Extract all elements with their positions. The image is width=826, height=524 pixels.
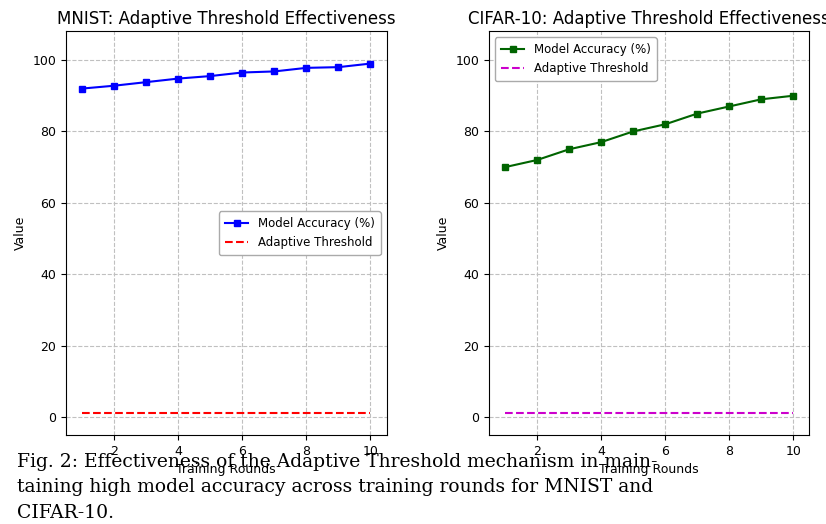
Model Accuracy (%) xyxy=(109,83,119,89)
Model Accuracy (%) xyxy=(660,121,670,127)
Model Accuracy (%) xyxy=(77,85,87,92)
Adaptive Threshold xyxy=(596,410,606,417)
Adaptive Threshold xyxy=(724,410,734,417)
Adaptive Threshold xyxy=(77,410,87,417)
Model Accuracy (%) xyxy=(366,60,376,67)
Y-axis label: Value: Value xyxy=(437,216,450,250)
Model Accuracy (%) xyxy=(596,139,606,145)
Model Accuracy (%) xyxy=(629,128,638,135)
Adaptive Threshold xyxy=(269,410,279,417)
Adaptive Threshold xyxy=(141,410,151,417)
Adaptive Threshold xyxy=(500,410,510,417)
Model Accuracy (%) xyxy=(141,79,151,85)
Model Accuracy (%) xyxy=(173,75,183,82)
Model Accuracy (%) xyxy=(269,68,279,74)
Model Accuracy (%) xyxy=(757,96,767,102)
Model Accuracy (%) xyxy=(564,146,574,152)
Adaptive Threshold xyxy=(237,410,247,417)
Title: MNIST: Adaptive Threshold Effectiveness: MNIST: Adaptive Threshold Effectiveness xyxy=(57,10,396,28)
Adaptive Threshold xyxy=(532,410,542,417)
Line: Model Accuracy (%): Model Accuracy (%) xyxy=(79,60,373,92)
Model Accuracy (%) xyxy=(206,73,216,79)
Adaptive Threshold xyxy=(366,410,376,417)
Line: Model Accuracy (%): Model Accuracy (%) xyxy=(502,93,796,170)
Text: Fig. 2: Effectiveness of the Adaptive Threshold mechanism in main-: Fig. 2: Effectiveness of the Adaptive Th… xyxy=(17,453,657,471)
Adaptive Threshold xyxy=(334,410,344,417)
Adaptive Threshold xyxy=(206,410,216,417)
Model Accuracy (%) xyxy=(301,65,311,71)
Adaptive Threshold xyxy=(660,410,670,417)
Adaptive Threshold xyxy=(757,410,767,417)
Model Accuracy (%) xyxy=(532,157,542,163)
Adaptive Threshold xyxy=(109,410,119,417)
Adaptive Threshold xyxy=(789,410,799,417)
Model Accuracy (%) xyxy=(334,64,344,70)
X-axis label: Training Rounds: Training Rounds xyxy=(177,463,276,476)
Adaptive Threshold xyxy=(564,410,574,417)
Model Accuracy (%) xyxy=(724,103,734,110)
Title: CIFAR-10: Adaptive Threshold Effectiveness: CIFAR-10: Adaptive Threshold Effectivene… xyxy=(468,10,826,28)
Model Accuracy (%) xyxy=(789,93,799,99)
Adaptive Threshold xyxy=(692,410,702,417)
Legend: Model Accuracy (%), Adaptive Threshold: Model Accuracy (%), Adaptive Threshold xyxy=(495,37,657,81)
X-axis label: Training Rounds: Training Rounds xyxy=(600,463,699,476)
Text: taining high model accuracy across training rounds for MNIST and: taining high model accuracy across train… xyxy=(17,478,653,496)
Y-axis label: Value: Value xyxy=(14,216,27,250)
Adaptive Threshold xyxy=(629,410,638,417)
Legend: Model Accuracy (%), Adaptive Threshold: Model Accuracy (%), Adaptive Threshold xyxy=(219,211,381,255)
Model Accuracy (%) xyxy=(692,111,702,117)
Model Accuracy (%) xyxy=(237,69,247,75)
Model Accuracy (%) xyxy=(500,164,510,170)
Adaptive Threshold xyxy=(301,410,311,417)
Text: CIFAR-10.: CIFAR-10. xyxy=(17,504,113,521)
Adaptive Threshold xyxy=(173,410,183,417)
